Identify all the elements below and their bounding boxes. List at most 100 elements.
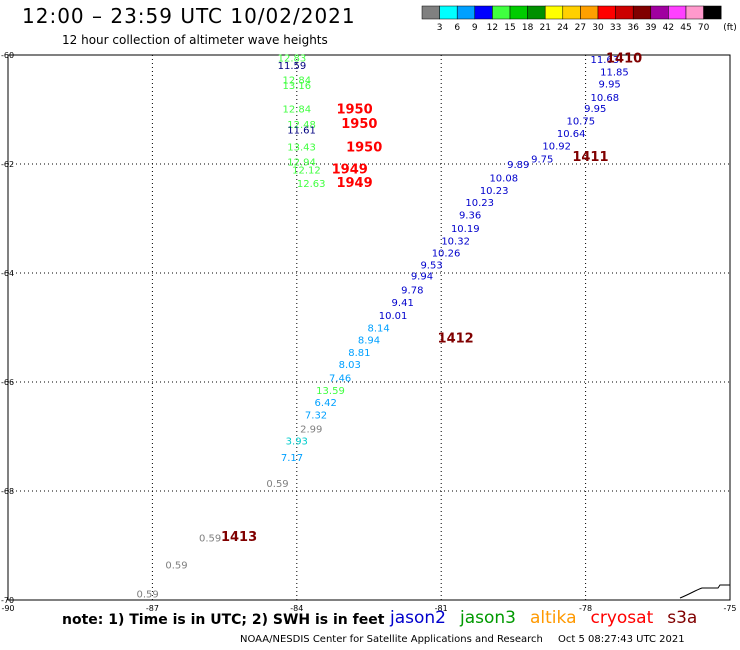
swh-label: 2.99: [300, 424, 322, 435]
timestamp-text: Oct 5 08:27:43 UTC 2021: [558, 634, 685, 645]
colorbar-swatch: [580, 5, 599, 20]
swh-label: 0.59: [136, 589, 158, 600]
colorbar-label: 12: [487, 23, 498, 33]
colorbar-label: 15: [504, 23, 515, 33]
x-tick-label: -78: [579, 604, 592, 613]
colorbar-label: 21: [539, 23, 550, 33]
time-label: 1411: [572, 150, 608, 165]
x-tick-label: -87: [146, 604, 159, 613]
time-label: 1949: [336, 176, 372, 191]
colorbar-swatch: [597, 5, 616, 20]
time-label: 1410: [606, 52, 642, 67]
colorbar-label: 9: [472, 23, 478, 33]
swh-label: 10.08: [489, 174, 518, 185]
y-tick-label: -70: [1, 596, 14, 605]
colorbar-swatch: [439, 5, 458, 20]
colorbar-swatch: [668, 5, 687, 20]
chart-title: 12:00 – 23:59 UTC 10/02/2021: [22, 4, 356, 28]
colorbar-swatch: [421, 5, 440, 20]
legend-altika: altika: [530, 608, 577, 628]
swh-label: 8.94: [358, 335, 380, 346]
swh-label: 13.59: [316, 386, 345, 397]
swh-label: 13.43: [287, 143, 316, 154]
swh-label: 10.01: [379, 311, 408, 322]
y-tick-label: -62: [1, 160, 14, 169]
swh-label: 10.92: [542, 141, 571, 152]
plot-frame: [7, 54, 731, 601]
chart-subtitle: 12 hour collection of altimeter wave hei…: [62, 33, 328, 47]
swh-label: 0.59: [165, 561, 187, 572]
swh-label: 7.17: [281, 453, 303, 464]
swh-label: 11.59: [278, 61, 307, 72]
colorbar-label: 39: [645, 23, 657, 33]
colorbar-label: 6: [454, 23, 460, 33]
time-label: 1413: [221, 530, 257, 545]
credit-text: NOAA/NESDIS Center for Satellite Applica…: [240, 634, 543, 645]
colorbar-label: 18: [522, 23, 534, 33]
swh-label: 11.85: [600, 67, 629, 78]
x-tick-label: -75: [723, 604, 736, 613]
swh-label: 12.12: [292, 165, 321, 176]
time-label: 1949: [332, 162, 368, 177]
swh-label: 9.95: [584, 104, 606, 115]
swh-label: 8.03: [339, 360, 361, 371]
swh-label: 9.53: [420, 260, 442, 271]
swh-label: 10.23: [480, 186, 509, 197]
swh-label: 0.59: [266, 479, 288, 490]
footnote: note: 1) Time is in UTC; 2) SWH is in fe…: [62, 612, 385, 628]
colorbar-label: 70: [698, 23, 710, 33]
colorbar-label: 24: [557, 23, 569, 33]
x-tick-label: -90: [1, 604, 14, 613]
swh-label: 9.75: [531, 155, 553, 166]
legend-s3a: s3a: [667, 608, 698, 628]
colorbar-swatch: [650, 5, 669, 20]
y-tick-label: -64: [1, 269, 14, 278]
colorbar-swatch: [492, 5, 511, 20]
swh-label: 12.94: [287, 157, 316, 168]
colorbar-label: 3: [437, 23, 443, 33]
colorbar-swatch: [474, 5, 493, 20]
time-label: 1950: [336, 102, 372, 117]
swh-label: 11.61: [287, 126, 316, 137]
colorbar-swatch: [685, 5, 704, 20]
swh-label: 9.41: [392, 298, 414, 309]
swh-label: 7.32: [305, 411, 327, 422]
legend-cryosat: cryosat: [590, 608, 654, 628]
coastline: [679, 584, 730, 599]
colorbar-label: 33: [610, 23, 621, 33]
swh-label: 10.23: [465, 198, 494, 209]
colorbar-swatch: [509, 5, 528, 20]
legend-jason3: jason3: [460, 608, 516, 628]
x-tick-label: -84: [290, 604, 303, 613]
time-label: 1412: [438, 331, 474, 346]
swh-label: 3.93: [286, 436, 308, 447]
colorbar-label: 42: [663, 23, 674, 33]
colorbar-label: 30: [592, 23, 604, 33]
swh-label: 10.64: [557, 129, 586, 140]
swh-label: 9.94: [411, 272, 433, 283]
swh-label: 12.63: [297, 179, 326, 190]
colorbar-swatch: [544, 5, 564, 20]
swh-label: 9.78: [401, 285, 423, 296]
swh-label: 12.83: [278, 54, 307, 65]
swh-label: 10.19: [451, 224, 480, 235]
colorbar-label: 45: [680, 23, 691, 33]
swh-label: 10.26: [432, 248, 461, 259]
swh-label: 10.68: [591, 93, 620, 104]
colorbar-swatch: [615, 5, 634, 20]
swh-label: 11.63: [591, 55, 620, 66]
swh-label: 13.16: [282, 81, 311, 92]
colorbar-swatch: [527, 5, 546, 20]
swh-label: 9.89: [507, 160, 529, 171]
swh-label: 0.59: [199, 533, 221, 544]
x-tick-label: -81: [435, 604, 448, 613]
swh-label: 8.81: [348, 348, 370, 359]
swh-label: 9.36: [459, 211, 481, 222]
credit-line: NOAA/NESDIS Center for Satellite Applica…: [240, 634, 697, 645]
colorbar-label: 36: [627, 23, 639, 33]
y-tick-label: -66: [1, 378, 14, 387]
swh-label: 7.46: [329, 374, 351, 385]
y-tick-label: -60: [1, 51, 14, 60]
swh-label: 10.75: [566, 116, 595, 127]
